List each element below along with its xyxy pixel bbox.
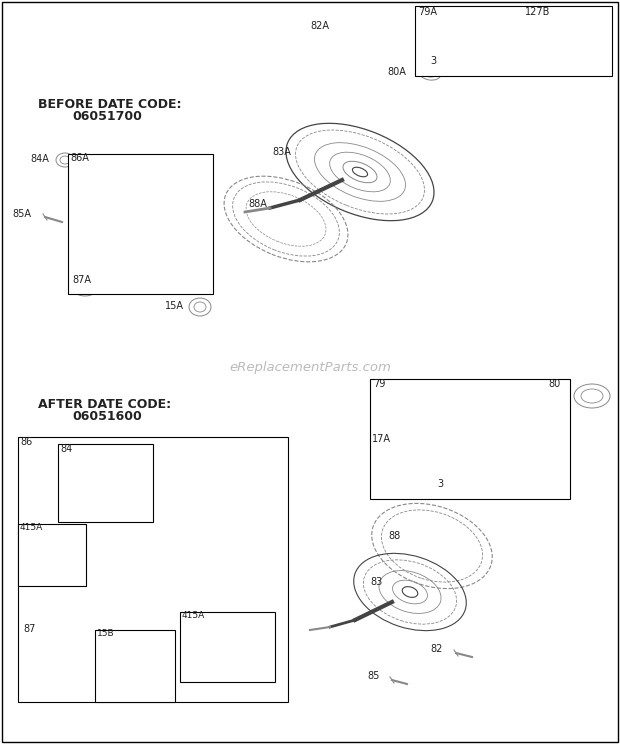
Text: 82: 82 <box>430 644 443 654</box>
Text: AFTER DATE CODE:: AFTER DATE CODE: <box>38 397 171 411</box>
Bar <box>180 612 275 682</box>
Text: 79: 79 <box>373 379 386 389</box>
Text: 88: 88 <box>388 531 401 541</box>
Text: 84: 84 <box>60 444 73 454</box>
Text: 85: 85 <box>367 671 379 681</box>
Text: 06051600: 06051600 <box>72 409 142 423</box>
Bar <box>95 630 175 702</box>
Bar <box>68 154 213 294</box>
Text: 80A: 80A <box>387 67 406 77</box>
Text: 15B: 15B <box>97 629 115 638</box>
Bar <box>8 129 228 314</box>
Text: 84A: 84A <box>30 154 49 164</box>
Text: 87A: 87A <box>72 275 91 285</box>
Text: 85A: 85A <box>12 209 31 219</box>
Text: 3: 3 <box>437 479 443 489</box>
Text: 82A: 82A <box>310 21 329 31</box>
Bar <box>18 437 288 702</box>
Text: 86: 86 <box>20 437 32 447</box>
Text: 87: 87 <box>23 624 35 634</box>
Text: 415A: 415A <box>182 612 205 620</box>
Bar <box>415 6 612 76</box>
Text: 15A: 15A <box>165 301 184 311</box>
Bar <box>18 524 86 586</box>
Text: 83A: 83A <box>272 147 291 157</box>
Text: BEFORE DATE CODE:: BEFORE DATE CODE: <box>38 97 182 111</box>
Text: 88A: 88A <box>248 199 267 209</box>
Bar <box>370 379 570 499</box>
Bar <box>8 429 303 719</box>
Text: 127B: 127B <box>525 7 551 17</box>
Text: 86A: 86A <box>70 153 89 163</box>
Text: 83: 83 <box>370 577 383 587</box>
Text: 415A: 415A <box>20 524 43 533</box>
Text: 79A: 79A <box>418 7 437 17</box>
Bar <box>58 444 153 522</box>
Text: 06051700: 06051700 <box>72 109 142 123</box>
Text: 80: 80 <box>548 379 560 389</box>
Text: 3: 3 <box>430 56 436 66</box>
Text: 17A: 17A <box>372 434 391 444</box>
Text: eReplacementParts.com: eReplacementParts.com <box>229 361 391 373</box>
